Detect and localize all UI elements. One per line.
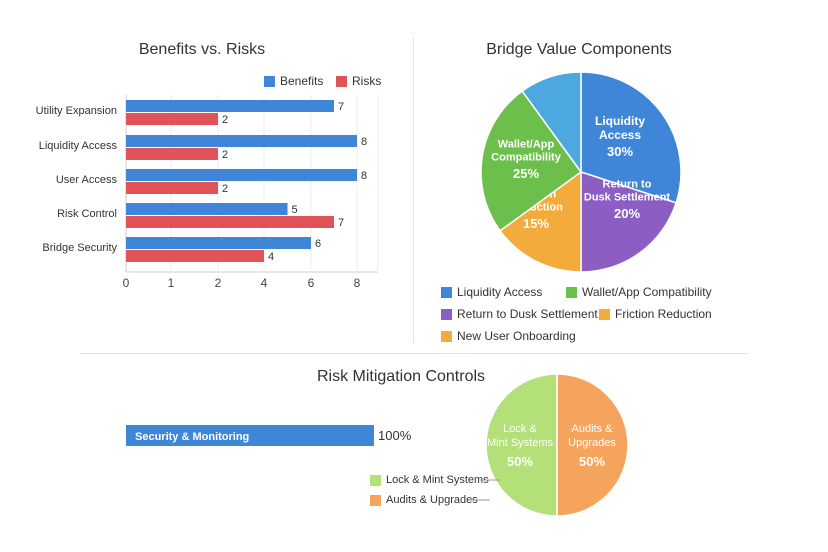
- vertical-divider: [413, 38, 414, 343]
- legend-settlement-label: Return to Dusk Settlement: [457, 307, 598, 321]
- pie-slice-label: Return to: [603, 179, 652, 191]
- bottom-pie-label: Mint Systems: [487, 437, 554, 449]
- risks-value-label: 2: [222, 114, 228, 126]
- pie-slice-label: Compatibility: [491, 152, 562, 164]
- benefits-bar: [126, 203, 288, 215]
- pie-slice-lock-mint-systems: [485, 373, 558, 517]
- risk-mitigation-title: Risk Mitigation Controls: [316, 368, 486, 385]
- bar-category-label: Utility Expansion: [36, 105, 117, 117]
- bar-category-label: User Access: [56, 174, 118, 186]
- pie-slice-wallet-app-compatibility: [480, 90, 583, 232]
- legend-settlement-swatch: [441, 308, 452, 320]
- pie-slice-label: Access: [599, 128, 641, 142]
- legend-friction-label: Friction Reduction: [615, 307, 712, 321]
- risks-bar: [126, 216, 334, 228]
- risks-value-label: 4: [268, 251, 274, 263]
- legend-risks: Risks: [336, 74, 381, 88]
- benefits-risks-title: Benefits vs. Risks: [138, 41, 266, 58]
- pie-slice-friction-reduction: [499, 170, 582, 273]
- pie-slice-label: Dusk Settlement: [584, 192, 671, 204]
- risks-value-label: 2: [222, 183, 228, 195]
- bottom-pie-percent: 50%: [579, 454, 605, 469]
- legend-benefits: Benefits: [264, 74, 323, 88]
- benefits-bar: [126, 169, 357, 181]
- bottom-pie-label: Upgrades: [568, 437, 616, 449]
- legend-liquidity-label: Liquidity Access: [457, 285, 543, 299]
- bar-x-tick-label: 8: [354, 276, 361, 290]
- legend-audits: Audits & Upgrades: [370, 494, 478, 506]
- benefits-value-label: 8: [361, 170, 367, 182]
- pie-slice-percent: 30%: [607, 144, 633, 159]
- legend-liquidity-access: Liquidity Access: [441, 285, 542, 299]
- legend-lock-mint: Lock & Mint Systems: [370, 474, 489, 486]
- pie-slice-percent: 15%: [523, 216, 549, 231]
- security-monitoring-label: Security & Monitoring: [135, 431, 249, 443]
- benefits-value-label: 5: [292, 204, 298, 216]
- legend-audits-swatch: [370, 494, 381, 506]
- legend-risks-label: Risks: [352, 74, 382, 88]
- bar-category-label: Bridge Security: [42, 242, 117, 254]
- legend-audits-label: Audits & Upgrades: [386, 494, 478, 506]
- legend-benefits-swatch: [264, 75, 275, 87]
- horizontal-divider: [80, 353, 748, 354]
- benefits-value-label: 7: [338, 101, 344, 113]
- legend-risks-swatch: [336, 75, 347, 87]
- pie-slice-label: Liquidity: [595, 114, 645, 128]
- bar-x-tick-label: 1: [168, 276, 175, 290]
- pie-slice-return-to-dusk-settlement: [580, 170, 678, 273]
- risks-bar: [126, 250, 264, 262]
- legend-wallet-label: Wallet/App Compatibility: [582, 285, 712, 299]
- legend-wallet-swatch: [566, 286, 577, 298]
- bottom-pie-percent: 50%: [507, 454, 533, 469]
- legend-lockmint-swatch: [370, 474, 381, 486]
- legend-wallet-app: Wallet/App Compatibility: [566, 285, 712, 299]
- legend-lockmint-label: Lock & Mint Systems: [386, 474, 489, 486]
- legend-benefits-label: Benefits: [280, 74, 324, 88]
- bar-category-label: Liquidity Access: [39, 140, 118, 152]
- benefits-bar: [126, 237, 311, 249]
- risks-bar: [126, 182, 218, 194]
- legend-return-dusk: Return to Dusk Settlement: [441, 307, 598, 321]
- benefits-bar: [126, 135, 357, 147]
- bar-category-label: Risk Control: [57, 208, 117, 220]
- legend-onboarding-swatch: [441, 330, 452, 342]
- benefits-value-label: 6: [315, 238, 321, 250]
- risks-value-label: 7: [338, 217, 344, 229]
- legend-friction: Friction Reduction: [599, 307, 712, 321]
- benefits-bar: [126, 100, 334, 112]
- bar-x-tick-label: 2: [215, 276, 222, 290]
- bridge-value-title: Bridge Value Components: [486, 41, 672, 58]
- pie-slice-percent: 20%: [614, 206, 640, 221]
- bar-x-tick-label: 0: [123, 276, 130, 290]
- benefits-value-label: 8: [361, 136, 367, 148]
- pie-slice-label: Wallet/App: [498, 139, 555, 151]
- bar-x-tick-label: 6: [308, 276, 315, 290]
- security-monitoring-value: 100%: [378, 428, 412, 443]
- security-monitoring-bar: [126, 425, 374, 446]
- bottom-pie-label: Lock &: [503, 423, 537, 435]
- pie-slice-liquidity-access: [580, 71, 682, 204]
- risks-bar: [126, 148, 218, 160]
- legend-friction-swatch: [599, 308, 610, 320]
- bar-x-tick-label: 4: [261, 276, 268, 290]
- legend-liquidity-swatch: [441, 286, 452, 298]
- pie-slice-audits-upgrades: [556, 373, 629, 517]
- pie-slice-new-user-onboarding: [521, 71, 582, 175]
- bottom-pie-label: Audits &: [572, 423, 614, 435]
- risks-bar: [126, 113, 218, 125]
- pie-slice-percent: 25%: [513, 166, 539, 181]
- legend-new-user: New User Onboarding: [441, 329, 576, 343]
- risks-value-label: 2: [222, 149, 228, 161]
- legend-onboarding-label: New User Onboarding: [457, 329, 576, 343]
